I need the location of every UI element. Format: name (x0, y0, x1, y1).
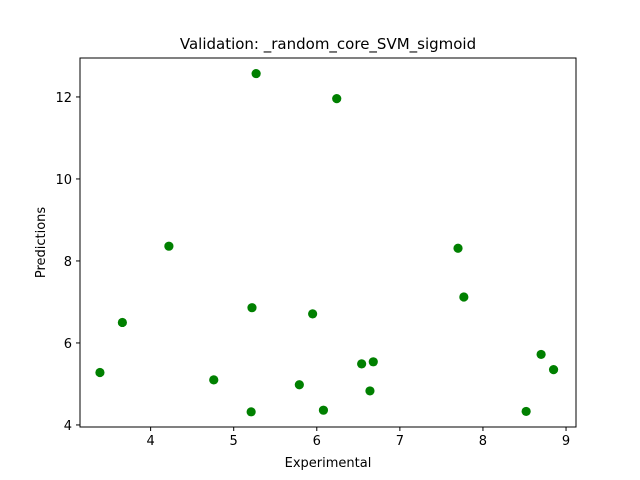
axes-frame (79, 57, 577, 428)
scatter-point (209, 375, 219, 385)
scatter-point (536, 349, 546, 360)
scatter-point (357, 359, 367, 369)
y-tick-label: 12 (55, 91, 72, 106)
axis-ticks: 4 5 6 7 8 9 4 6 8 10 12 (55, 91, 570, 449)
y-tick-label: 6 (64, 337, 72, 352)
scatter-point (308, 309, 318, 319)
scatter-point (459, 292, 469, 302)
scatter-point (368, 357, 378, 367)
scatter-point (548, 365, 559, 375)
x-tick-label: 7 (396, 434, 404, 449)
y-tick-label: 10 (55, 173, 72, 188)
x-tick-label: 6 (313, 434, 321, 449)
y-axis-title: Predictions (34, 207, 49, 279)
scatter-point (246, 407, 256, 417)
y-tick-label: 4 (64, 419, 72, 434)
scatter-point (247, 303, 257, 313)
x-tick-label: 4 (146, 434, 154, 449)
x-tick-label: 9 (562, 434, 570, 449)
scatter-point (117, 317, 127, 328)
chart-title: Validation: _random_core_SVM_sigmoid (180, 35, 476, 54)
scatter-point (521, 406, 531, 417)
scatter-point (453, 243, 463, 253)
scatter-point (294, 380, 304, 390)
scatter-point (251, 68, 261, 79)
scatter-point (332, 93, 342, 104)
scatter-point (95, 367, 105, 378)
x-axis-title: Experimental (285, 456, 372, 471)
x-tick-label: 5 (230, 434, 238, 449)
x-tick-label: 8 (479, 434, 487, 449)
scatter-point (365, 386, 375, 396)
scatter-point (164, 241, 174, 251)
plot-area (95, 68, 559, 417)
scatter-point (318, 405, 329, 415)
y-tick-label: 8 (64, 255, 72, 270)
